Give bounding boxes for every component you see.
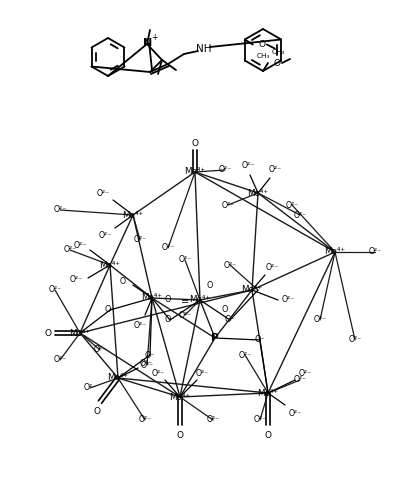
Text: O²⁻: O²⁻	[281, 296, 295, 304]
Text: O²⁻: O²⁻	[349, 335, 362, 345]
Text: Mo⁴⁺: Mo⁴⁺	[257, 389, 279, 397]
Text: O²⁻: O²⁻	[253, 415, 267, 424]
Text: O: O	[165, 296, 171, 304]
Text: O: O	[264, 430, 272, 439]
Text: O²⁻: O²⁻	[293, 211, 306, 220]
Text: O: O	[191, 139, 198, 149]
Text: O²⁻: O²⁻	[53, 356, 67, 364]
Text: O²⁻: O²⁻	[141, 361, 154, 369]
Text: O²⁻: O²⁻	[224, 260, 237, 270]
Text: O²⁻: O²⁻	[293, 376, 306, 384]
Text: O²⁻: O²⁻	[93, 346, 107, 354]
Text: O⁻: O⁻	[225, 316, 235, 324]
Text: Mo⁴⁺: Mo⁴⁺	[122, 211, 144, 220]
Text: Mo⁴⁺: Mo⁴⁺	[141, 293, 162, 302]
Text: O⁻: O⁻	[105, 305, 115, 315]
Text: O²⁻: O²⁻	[218, 166, 231, 175]
Text: O²⁻: O²⁻	[299, 369, 312, 378]
Text: O²⁻: O²⁻	[265, 263, 279, 272]
Text: O²⁻: O²⁻	[69, 275, 83, 285]
Text: =: =	[181, 297, 189, 307]
Text: Mo⁴⁺: Mo⁴⁺	[241, 286, 262, 294]
Text: O: O	[120, 277, 126, 287]
Text: O²⁻: O²⁻	[48, 286, 62, 294]
Text: O⁻: O⁻	[145, 350, 155, 360]
Text: O²⁻: O²⁻	[139, 415, 152, 424]
Text: O²⁻: O²⁻	[288, 408, 302, 418]
Text: P: P	[211, 333, 219, 343]
Text: O: O	[44, 329, 52, 337]
Text: O²⁻: O²⁻	[133, 236, 146, 244]
Text: O: O	[207, 281, 213, 289]
Text: O²⁻: O²⁻	[313, 316, 327, 324]
Text: O²⁻: O²⁻	[161, 243, 175, 253]
Text: O²⁻: O²⁻	[139, 360, 152, 368]
Text: O²⁻: O²⁻	[53, 206, 67, 214]
Text: O: O	[94, 408, 100, 417]
Text: O²⁻: O²⁻	[241, 162, 254, 170]
Text: O²⁻: O²⁻	[73, 241, 87, 249]
Text: O: O	[222, 305, 228, 315]
Text: Mo⁴⁺: Mo⁴⁺	[189, 296, 210, 304]
Text: O²⁻: O²⁻	[151, 369, 165, 378]
Text: O²⁻: O²⁻	[268, 166, 281, 175]
Text: O²⁻: O²⁻	[206, 415, 220, 424]
Text: O: O	[177, 430, 183, 439]
Text: O⁻: O⁻	[165, 316, 175, 324]
Text: O: O	[258, 40, 265, 49]
Text: +: +	[151, 33, 157, 43]
Text: O²⁻: O²⁻	[222, 200, 235, 210]
Text: O²⁻: O²⁻	[195, 368, 209, 378]
Text: O²⁻: O²⁻	[285, 200, 299, 210]
Text: Mo⁴⁺: Mo⁴⁺	[170, 393, 191, 402]
Text: O²⁻: O²⁻	[133, 320, 146, 330]
Text: CH₃: CH₃	[256, 52, 270, 59]
Text: N: N	[143, 38, 152, 48]
Text: Mo⁴⁺: Mo⁴⁺	[69, 329, 91, 337]
Text: O²⁻: O²⁻	[238, 350, 252, 360]
Text: O²⁻: O²⁻	[178, 311, 192, 319]
Text: CH₃: CH₃	[271, 49, 285, 55]
Text: Mo⁴⁺: Mo⁴⁺	[185, 167, 206, 177]
Text: O⁻: O⁻	[255, 335, 265, 345]
Text: O²⁻: O²⁻	[96, 188, 110, 197]
Text: O²⁻: O²⁻	[64, 245, 77, 255]
Text: O: O	[274, 59, 281, 67]
Text: Mo⁴⁺: Mo⁴⁺	[108, 374, 129, 382]
Text: O²⁻: O²⁻	[83, 383, 96, 393]
Text: Mo⁴⁺: Mo⁴⁺	[99, 260, 121, 270]
Text: Mo⁴⁺: Mo⁴⁺	[324, 247, 345, 257]
Text: Mo⁴⁺: Mo⁴⁺	[247, 188, 268, 197]
Text: O²⁻: O²⁻	[368, 247, 382, 257]
Text: NH: NH	[196, 44, 212, 54]
Text: O²⁻: O²⁻	[98, 231, 112, 241]
Text: O²⁻: O²⁻	[178, 256, 192, 264]
